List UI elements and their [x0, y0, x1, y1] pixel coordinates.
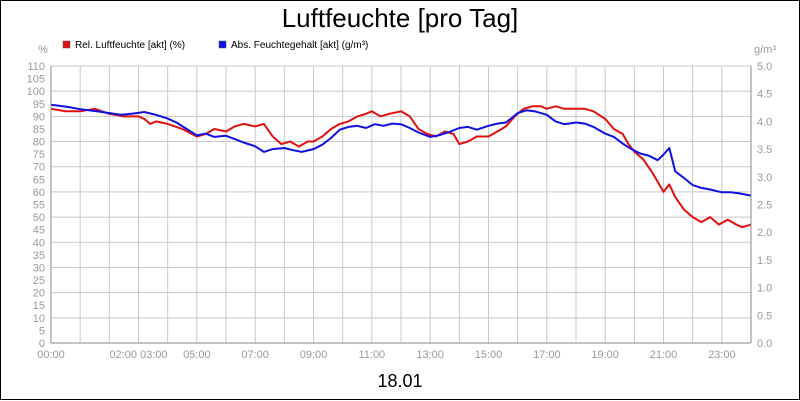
- y-right-tick-label: 4.0: [757, 116, 772, 128]
- y-left-tick-label: 50: [33, 212, 45, 224]
- x-tick-label: 00:00: [37, 349, 65, 361]
- y-left-tick-label: 60: [33, 187, 45, 199]
- y-right-tick-label: 5.0: [757, 61, 772, 73]
- y-right-tick-label: 0.5: [757, 310, 772, 322]
- y-left-tick-label: 55: [33, 200, 45, 212]
- y-right-tick-label: 4.5: [757, 89, 772, 101]
- y-right-tick-label: 0.0: [757, 338, 772, 350]
- y-left-tick-label: 10: [33, 313, 45, 325]
- y-left-tick-label: 80: [33, 137, 45, 149]
- grid-layer: [50, 65, 752, 344]
- y-right-tick-label: 3.5: [757, 144, 772, 156]
- y-left-tick-label: 75: [33, 149, 45, 161]
- y-left-tick-label: 30: [33, 262, 45, 274]
- y-right-tick-label: 1.5: [757, 255, 772, 267]
- y-right-unit-label: g/m³: [754, 44, 776, 56]
- chart-title: Luftfeuchte [pro Tag]: [281, 3, 519, 33]
- x-tick-label: 05:00: [183, 349, 211, 361]
- x-tick-label: 17:00: [533, 349, 561, 361]
- y-left-tick-label: 25: [33, 275, 45, 287]
- x-tick-label: 09:00: [300, 349, 328, 361]
- x-tick-label: 02:00 03:00: [109, 349, 167, 361]
- y-left-tick-label: 5: [39, 325, 45, 337]
- y-left-tick-label: 40: [33, 237, 45, 249]
- x-tick-label: 07:00: [241, 349, 269, 361]
- legend-label-2: Abs. Feuchtegehalt [akt] (g/m³): [231, 40, 368, 51]
- x-tick-label: 19:00: [591, 349, 619, 361]
- y-left-tick-label: 100: [27, 86, 45, 98]
- legend-swatch-2: [218, 40, 227, 49]
- x-tick-label: 21:00: [650, 349, 678, 361]
- legend-swatch-1: [62, 40, 71, 49]
- y-left-tick-label: 105: [27, 74, 45, 86]
- legend-label-1: Rel. Luftfeuchte [akt] (%): [75, 40, 185, 51]
- series-line-2: [50, 103, 752, 197]
- y-left-tick-label: 45: [33, 225, 45, 237]
- y-right-tick-label: 2.5: [757, 200, 772, 212]
- y-left-unit-label: %: [38, 44, 48, 56]
- y-left-tick-label: 65: [33, 174, 45, 186]
- y-right-tick-label: 2.0: [757, 227, 772, 239]
- y-left-tick-label: 85: [33, 124, 45, 136]
- y-left-tick-label: 35: [33, 250, 45, 262]
- y-left-tick-label: 20: [33, 288, 45, 300]
- series-layer: [50, 103, 752, 229]
- y-right-tick-label: 1.0: [757, 283, 772, 295]
- y-left-tick-label: 15: [33, 300, 45, 312]
- y-left-tick-label: 110: [27, 61, 45, 73]
- y-right-tick-label: 3.0: [757, 172, 772, 184]
- y-left-tick-label: 70: [33, 162, 45, 174]
- y-left-tick-label: 0: [39, 338, 45, 350]
- x-tick-label: 13:00: [416, 349, 444, 361]
- x-tick-label: 23:00: [708, 349, 736, 361]
- y-left-tick-label: 95: [33, 99, 45, 111]
- x-tick-label: 11:00: [358, 349, 385, 361]
- legend: Rel. Luftfeuchte [akt] (%) Abs. Feuchtege…: [62, 40, 368, 51]
- x-tick-label: 15:00: [475, 349, 503, 361]
- y-left-tick-label: 90: [33, 111, 45, 123]
- date-label: 18.01: [377, 371, 423, 391]
- axis-layer: 0510152025303540455055606570758085909510…: [27, 44, 777, 361]
